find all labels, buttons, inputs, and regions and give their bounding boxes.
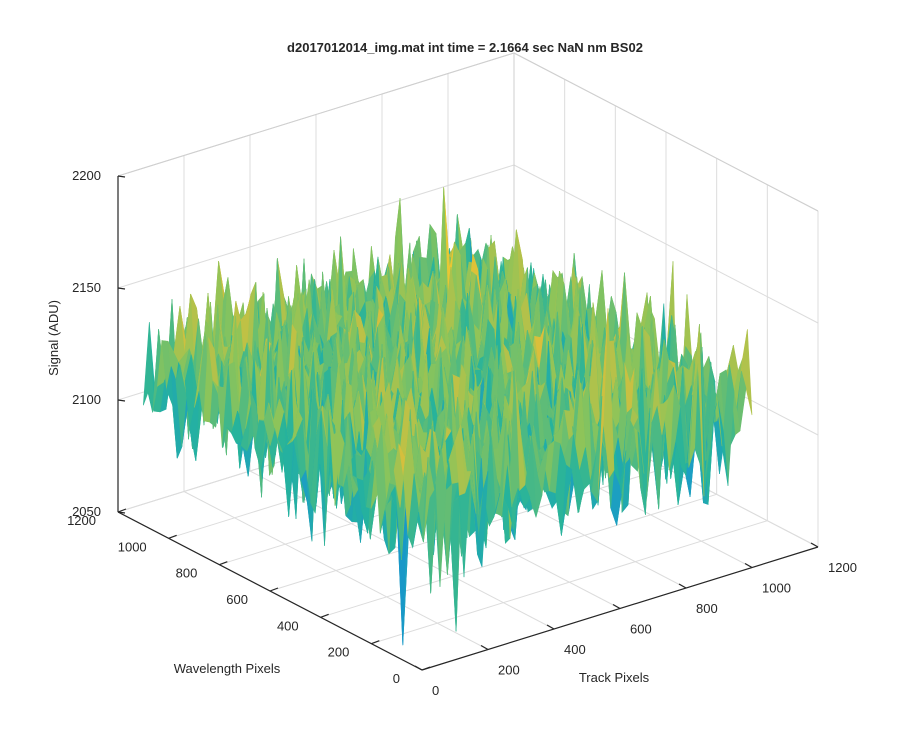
- y-tick-label: 400: [277, 618, 299, 633]
- y-tick-label: 800: [176, 566, 198, 581]
- z-tick-label: 2050: [72, 504, 101, 519]
- x-tick-label: 1000: [762, 581, 791, 596]
- y-tick-mark: [320, 613, 329, 618]
- y-tick-label: 200: [328, 645, 350, 660]
- grid-line-y-floor: [371, 520, 768, 645]
- x-tick-label: 1200: [828, 560, 857, 575]
- x-tick-label: 600: [630, 622, 652, 637]
- box-edge: [513, 52, 819, 212]
- z-tick-mark: [117, 175, 126, 178]
- y-tick-label: 600: [226, 592, 248, 607]
- y-tick-mark: [269, 587, 279, 592]
- tick-labels: 2050 2100 2150 2200 0 200 400 600 800 1000 1200 0 20…: [67, 168, 857, 698]
- surface-mesh: [143, 187, 753, 646]
- y-axis-label: Wavelength Pixels: [174, 661, 281, 676]
- y-tick-mark: [371, 640, 380, 645]
- chart-title: d2017012014_img.mat int time = 2.1664 se…: [287, 40, 643, 55]
- grid-line-z-side: [513, 164, 819, 324]
- x-tick-mark: [744, 562, 753, 569]
- y-tick-label: 1200: [67, 513, 96, 528]
- z-tick-label: 2100: [72, 392, 101, 407]
- x-tick-mark: [414, 665, 423, 671]
- x-tick-label: 0: [432, 683, 439, 698]
- y-tick-mark: [168, 534, 177, 539]
- box-edge: [117, 52, 515, 177]
- z-tick-mark: [117, 399, 126, 402]
- x-tick-label: 800: [696, 601, 718, 616]
- grid-line-z-back: [117, 164, 515, 289]
- z-tick-label: 2150: [72, 280, 101, 295]
- y-tick-mark: [219, 561, 228, 566]
- x-axis-label: Track Pixels: [579, 670, 650, 685]
- y-tick-mark: [117, 508, 127, 513]
- x-tick-mark: [546, 624, 555, 630]
- y-tick-mark: [421, 666, 431, 671]
- grid-line-y-floor: [320, 493, 717, 618]
- y-tick-label: 0: [393, 671, 400, 686]
- x-tick-label: 400: [564, 642, 586, 657]
- x-tick-mark: [480, 644, 489, 651]
- z-axis-label: Signal (ADU): [46, 300, 61, 376]
- x-tick-label: 200: [498, 663, 520, 678]
- x-tick-mark: [678, 583, 687, 589]
- y-tick-label: 1000: [118, 539, 147, 554]
- x-tick-mark: [612, 603, 621, 610]
- z-tick-label: 2200: [72, 168, 101, 183]
- surface-patch: [417, 457, 429, 543]
- z-tick-mark: [117, 287, 126, 290]
- x-tick-mark: [810, 542, 819, 548]
